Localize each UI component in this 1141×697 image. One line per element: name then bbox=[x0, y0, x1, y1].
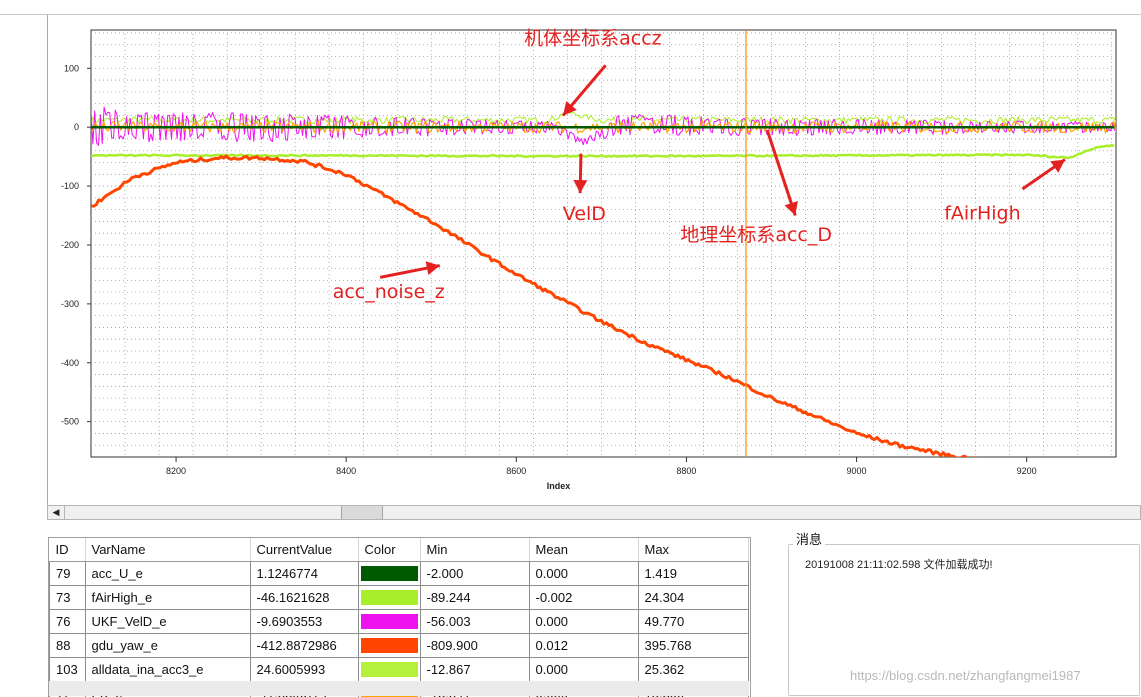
cell-currentvalue: -9.6903553 bbox=[250, 610, 358, 634]
column-header-min[interactable]: Min bbox=[420, 538, 529, 562]
y-tick-label: -500 bbox=[61, 417, 79, 427]
y-tick-label: 100 bbox=[64, 63, 79, 73]
line-chart: 8200 8400 8600 8800 9000 9200 100 0 -100 -200 -300… bbox=[48, 15, 1141, 505]
cell-id: 79 bbox=[50, 562, 86, 586]
cell-max: 1.419 bbox=[638, 562, 749, 586]
cell-min: -809.900 bbox=[420, 634, 529, 658]
column-header-color[interactable]: Color bbox=[358, 538, 420, 562]
cell-id: 103 bbox=[50, 658, 86, 682]
annotation-label: VelD bbox=[563, 203, 606, 225]
plot-panel[interactable]: 8200 8400 8600 8800 9000 9200 100 0 -100 -200 -300… bbox=[47, 15, 1141, 506]
cell-color bbox=[358, 634, 420, 658]
color-swatch[interactable] bbox=[361, 590, 418, 605]
x-tick-label: 9000 bbox=[847, 466, 867, 476]
cell-currentvalue: 24.6005993 bbox=[250, 658, 358, 682]
cell-varname: UKF_VelD_e bbox=[85, 610, 250, 634]
cell-min: -89.244 bbox=[420, 586, 529, 610]
column-header-varname[interactable]: VarName bbox=[85, 538, 250, 562]
cell-varname: acc_U_e bbox=[85, 562, 250, 586]
column-header-currentvalue[interactable]: CurrentValue bbox=[250, 538, 358, 562]
cell-min: -12.867 bbox=[420, 658, 529, 682]
cell-color bbox=[358, 610, 420, 634]
y-tick-label: -200 bbox=[61, 240, 79, 250]
cell-max: 24.304 bbox=[638, 586, 749, 610]
cell-varname: alldata_ina_acc3_e bbox=[85, 658, 250, 682]
scroll-thumb[interactable] bbox=[341, 506, 383, 519]
message-line: 20191008 21:11:02.598 文件加载成功! bbox=[805, 556, 993, 572]
plot-area bbox=[91, 30, 1116, 457]
cell-mean: 0.000 bbox=[529, 562, 638, 586]
watermark: https://blog.csdn.net/zhangfangmei1987 bbox=[850, 668, 1081, 683]
y-tick-label: -300 bbox=[61, 299, 79, 309]
color-swatch[interactable] bbox=[361, 638, 418, 653]
cell-max: 395.768 bbox=[638, 634, 749, 658]
cell-varname: gdu_yaw_e bbox=[85, 634, 250, 658]
cell-varname: fAirHigh_e bbox=[85, 586, 250, 610]
x-tick-label: 9200 bbox=[1017, 466, 1037, 476]
cell-color bbox=[358, 586, 420, 610]
x-tick-label: 8200 bbox=[166, 466, 186, 476]
annotation-label: acc_noise_z bbox=[333, 281, 445, 303]
message-panel-title: 消息 bbox=[793, 529, 825, 548]
cell-id: 88 bbox=[50, 634, 86, 658]
y-tick-label: -400 bbox=[61, 358, 79, 368]
column-header-max[interactable]: Max bbox=[638, 538, 749, 562]
cell-mean: 0.000 bbox=[529, 658, 638, 682]
cell-max: 25.362 bbox=[638, 658, 749, 682]
cell-min: -2.000 bbox=[420, 562, 529, 586]
color-swatch[interactable] bbox=[361, 662, 418, 677]
color-swatch[interactable] bbox=[361, 614, 418, 629]
horizontal-scrollbar[interactable]: ◀ bbox=[47, 505, 1141, 520]
table-header-row: ID VarName CurrentValue Color Min Mean M… bbox=[50, 538, 749, 562]
cell-color bbox=[358, 658, 420, 682]
column-header-mean[interactable]: Mean bbox=[529, 538, 638, 562]
scroll-left-arrow-icon[interactable]: ◀ bbox=[48, 506, 65, 519]
cell-id: 76 bbox=[50, 610, 86, 634]
x-tick-label: 8400 bbox=[336, 466, 356, 476]
y-tick-label: -100 bbox=[61, 181, 79, 191]
color-swatch[interactable] bbox=[361, 566, 418, 581]
cell-currentvalue: -46.1621628 bbox=[250, 586, 358, 610]
x-tick-label: 8600 bbox=[506, 466, 526, 476]
y-tick-label: 0 bbox=[74, 122, 79, 132]
cell-color bbox=[358, 562, 420, 586]
variable-table: ID VarName CurrentValue Color Min Mean M… bbox=[48, 537, 751, 697]
x-tick-label: 8800 bbox=[676, 466, 696, 476]
x-axis-label: Index bbox=[547, 481, 571, 491]
cell-max: 49.770 bbox=[638, 610, 749, 634]
cell-id: 73 bbox=[50, 586, 86, 610]
annotation-label: 机体坐标系accz bbox=[524, 28, 662, 50]
table-footer bbox=[49, 681, 749, 696]
cell-mean: -0.002 bbox=[529, 586, 638, 610]
column-header-id[interactable]: ID bbox=[50, 538, 86, 562]
cell-mean: 0.000 bbox=[529, 610, 638, 634]
annotation-label: fAirHigh bbox=[944, 203, 1020, 225]
annotation-label: 地理坐标系acc_D bbox=[680, 224, 832, 246]
cell-min: -56.003 bbox=[420, 610, 529, 634]
cell-currentvalue: 1.1246774 bbox=[250, 562, 358, 586]
cell-currentvalue: -412.8872986 bbox=[250, 634, 358, 658]
cell-mean: 0.012 bbox=[529, 634, 638, 658]
